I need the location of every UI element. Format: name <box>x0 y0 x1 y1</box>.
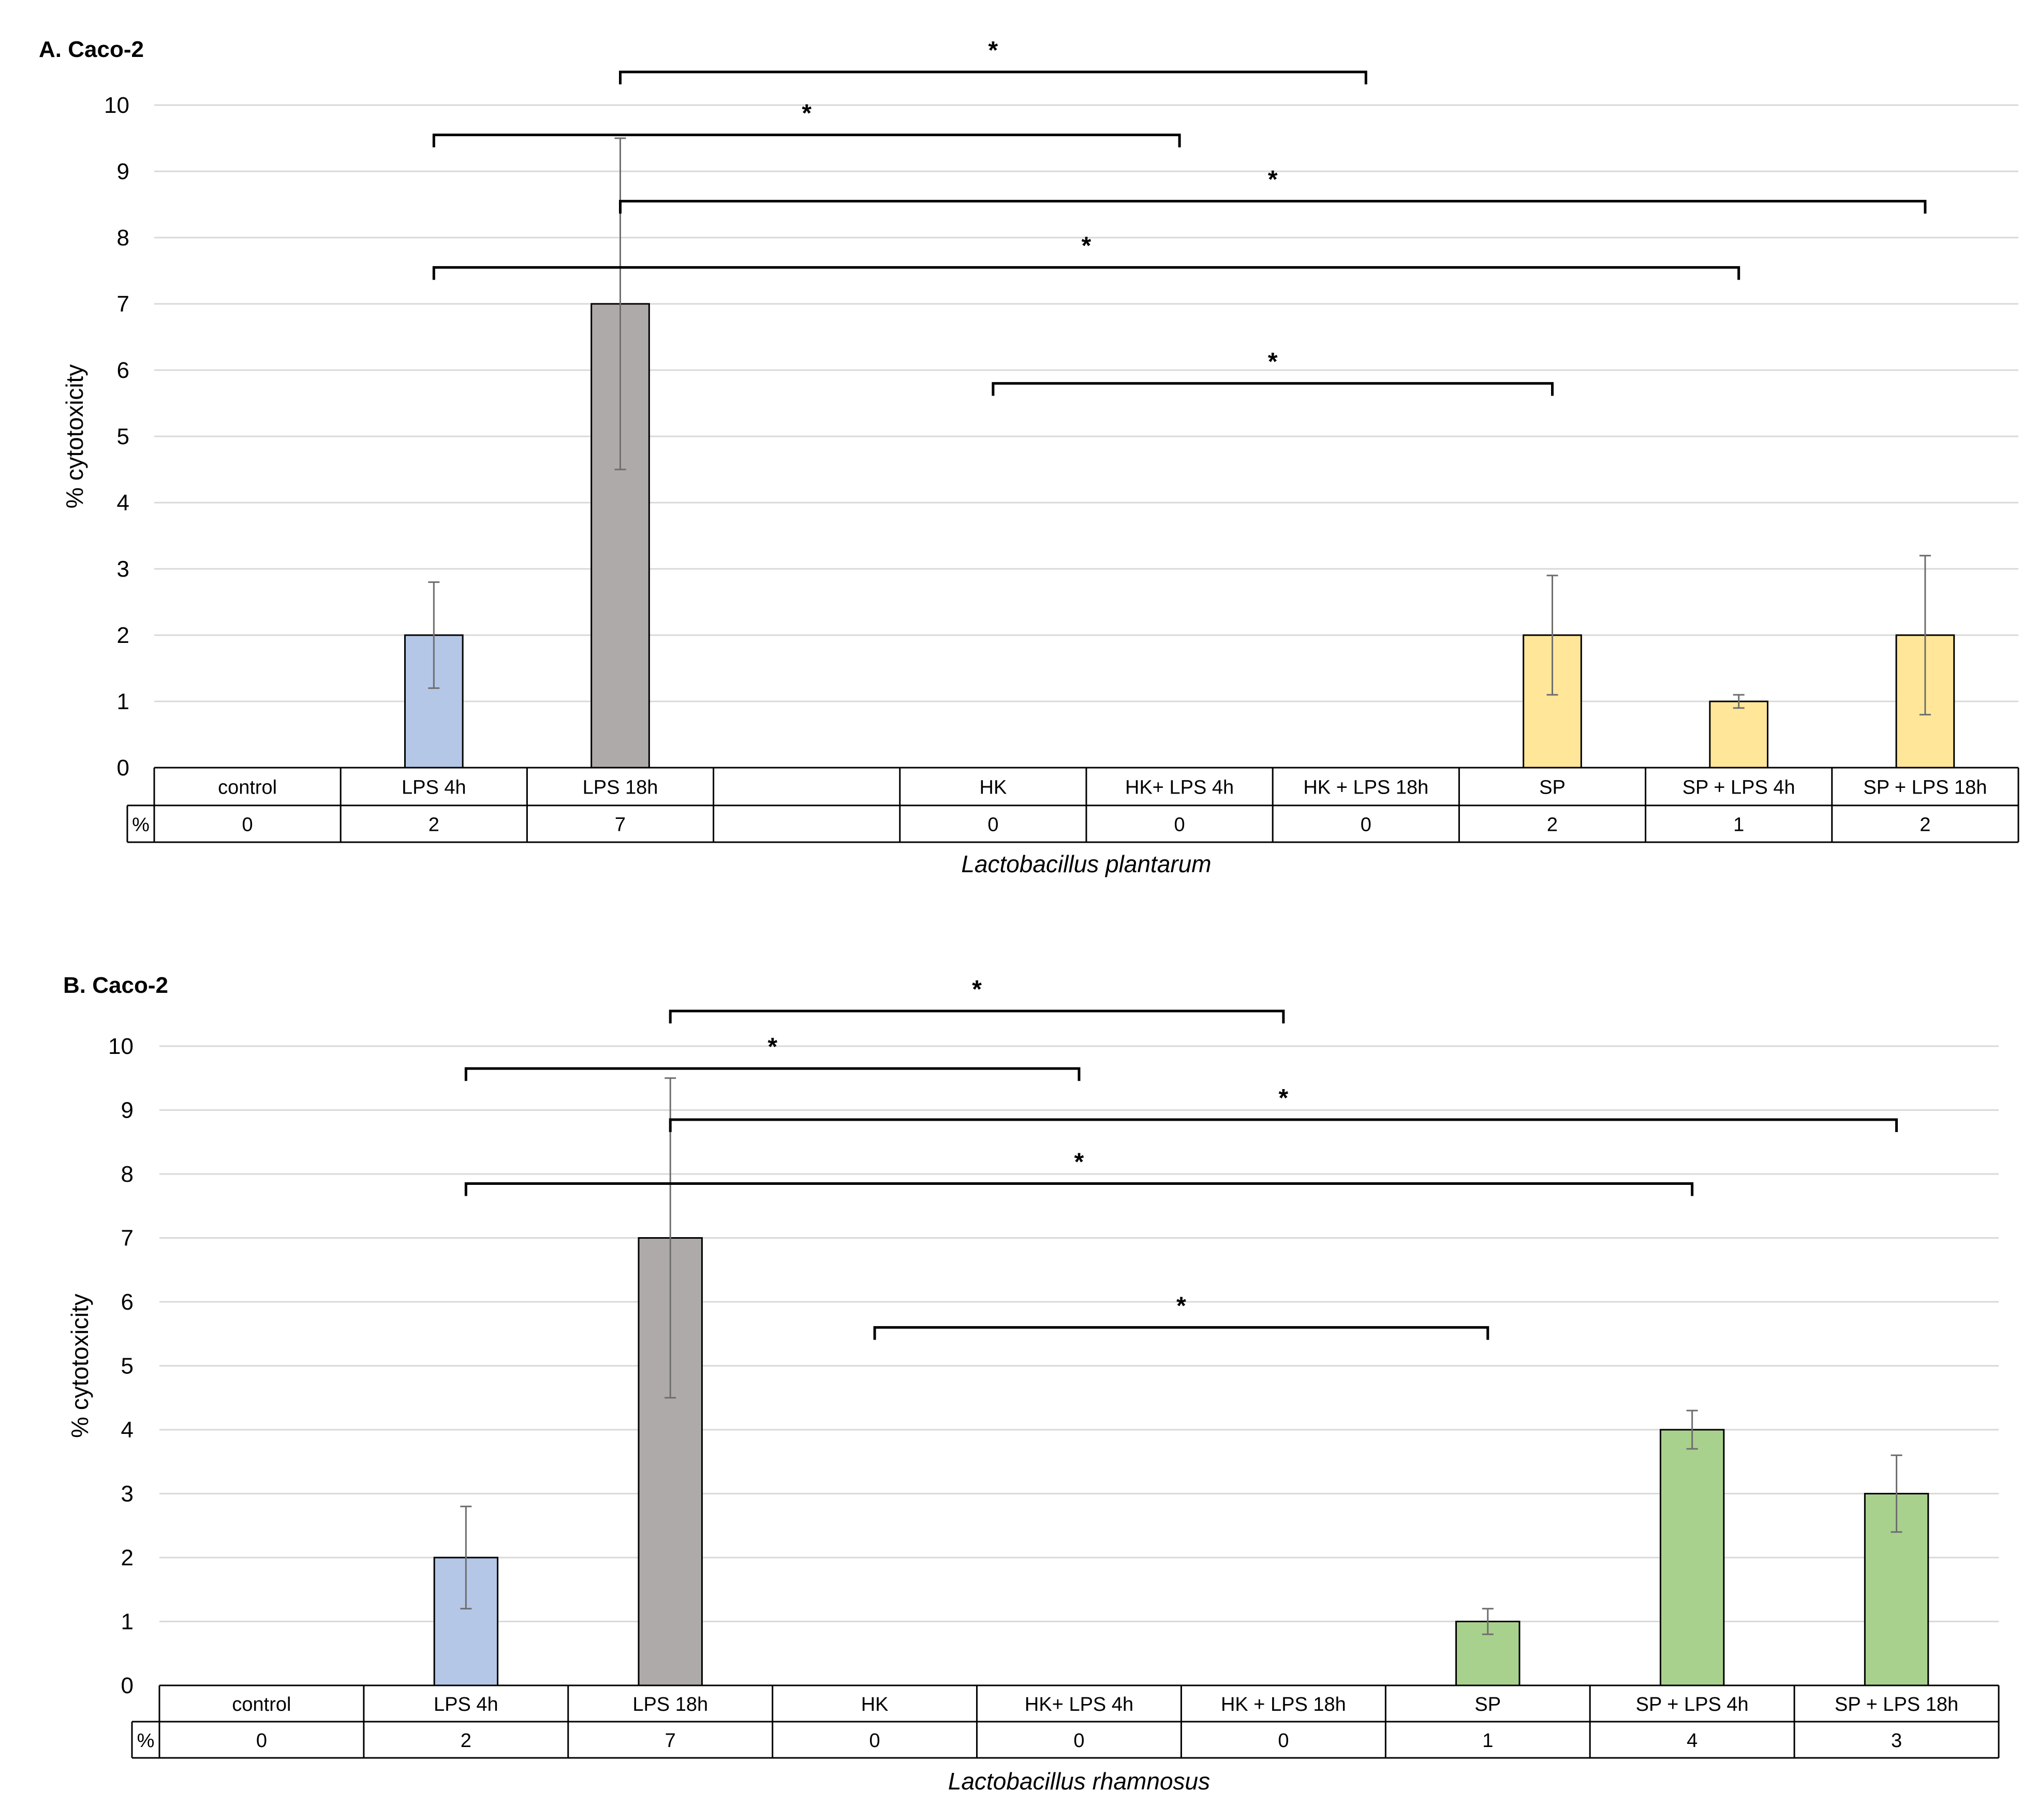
table-value: 2 <box>429 814 439 836</box>
y-tick-label: 10 <box>108 1034 134 1059</box>
y-tick-label: 2 <box>121 1545 134 1571</box>
significance-bracket <box>669 1009 1285 1024</box>
y-tick-label: 6 <box>121 1289 134 1315</box>
x-category-label: SP + LPS 4h <box>1636 1694 1749 1715</box>
significance-marker: * <box>1074 1149 1084 1176</box>
significance-marker: * <box>767 1033 777 1061</box>
bar <box>1709 700 1769 769</box>
x-category-label: control <box>232 1694 291 1715</box>
table-value: 2 <box>1547 814 1558 836</box>
y-tick-label: 7 <box>117 291 129 317</box>
y-tick-label: 1 <box>121 1609 134 1635</box>
significance-bracket <box>432 266 1740 280</box>
x-category-label: LPS 4h <box>434 1694 498 1715</box>
y-tick-label: 7 <box>121 1226 134 1251</box>
significance-bracket <box>873 1326 1489 1340</box>
y-tick-label: 9 <box>117 159 129 184</box>
significance-marker: * <box>1279 1084 1289 1112</box>
y-tick-label: 5 <box>117 424 129 449</box>
x-category-label: HK+ LPS 4h <box>1125 777 1234 799</box>
table-value: 0 <box>987 814 998 836</box>
y-tick-label: 8 <box>117 225 129 251</box>
table-row-label: % <box>137 1730 155 1752</box>
significance-bracket <box>432 134 1181 148</box>
x-axis-label: Lactobacillus plantarum <box>961 850 1211 877</box>
y-tick-label: 8 <box>121 1162 134 1187</box>
table-value: 0 <box>1278 1730 1289 1752</box>
table-value: 0 <box>1174 814 1185 836</box>
x-category-label: LPS 4h <box>402 777 466 799</box>
x-category-label: SP + LPS 4h <box>1682 777 1795 799</box>
table-value: 0 <box>869 1730 880 1752</box>
x-category-label: HK + LPS 18h <box>1221 1694 1346 1715</box>
y-tick-label: 9 <box>121 1098 134 1123</box>
significance-marker: * <box>1082 232 1091 260</box>
significance-marker: * <box>802 100 811 127</box>
x-category-label: SP + LPS 18h <box>1863 777 1987 799</box>
x-category-label: SP <box>1539 777 1566 799</box>
significance-bracket <box>464 1067 1081 1081</box>
table-value: 0 <box>256 1730 267 1752</box>
y-tick-label: 3 <box>117 556 129 582</box>
significance-marker: * <box>988 37 998 64</box>
significance-bracket <box>992 382 1554 396</box>
bar <box>1659 1429 1725 1686</box>
y-axis-label: % cytotoxicity <box>61 364 88 509</box>
y-tick-label: 3 <box>121 1481 134 1507</box>
table-row-label: % <box>132 814 150 836</box>
y-tick-label: 0 <box>121 1673 134 1698</box>
x-category-label: HK <box>980 777 1007 799</box>
significance-marker: * <box>1176 1292 1186 1319</box>
significance-marker: * <box>1268 348 1278 376</box>
y-axis-label: % cytotoxicity <box>66 1294 93 1438</box>
x-category-label: SP <box>1474 1694 1501 1715</box>
significance-marker: * <box>1268 166 1278 194</box>
table-value: 1 <box>1482 1730 1493 1752</box>
chart-title: B. Caco-2 <box>63 973 168 998</box>
y-tick-label: 5 <box>121 1354 134 1379</box>
table-value: 1 <box>1733 814 1744 836</box>
y-tick-label: 2 <box>117 623 129 648</box>
table-value: 7 <box>615 814 626 836</box>
table-value: 7 <box>665 1730 676 1752</box>
y-tick-label: 6 <box>117 358 129 383</box>
x-category-label: SP + LPS 18h <box>1835 1694 1958 1715</box>
x-category-label: control <box>218 777 277 799</box>
x-axis-label: Lactobacillus rhamnosus <box>948 1768 1210 1795</box>
table-value: 3 <box>1891 1730 1902 1752</box>
table-value: 0 <box>242 814 253 836</box>
table-value: 4 <box>1687 1730 1698 1752</box>
significance-bracket <box>619 200 1927 214</box>
x-category-label: HK + LPS 18h <box>1303 777 1428 799</box>
y-tick-label: 1 <box>117 689 129 714</box>
x-category-label: LPS 18h <box>632 1694 708 1715</box>
y-tick-label: 0 <box>117 755 129 781</box>
y-tick-label: 4 <box>117 490 129 516</box>
y-tick-label: 10 <box>104 93 129 118</box>
significance-bracket <box>619 70 1367 84</box>
y-tick-label: 4 <box>121 1417 134 1443</box>
table-value: 2 <box>461 1730 471 1752</box>
table-value: 2 <box>1920 814 1930 836</box>
significance-marker: * <box>972 976 982 1003</box>
x-category-label: HK <box>861 1694 889 1715</box>
significance-bracket <box>464 1182 1694 1196</box>
significance-bracket <box>669 1118 1898 1133</box>
chart-title: A. Caco-2 <box>39 37 144 62</box>
table-value: 0 <box>1361 814 1371 836</box>
x-category-label: HK+ LPS 4h <box>1025 1694 1133 1715</box>
table-value: 0 <box>1073 1730 1084 1752</box>
x-category-label: LPS 18h <box>583 777 658 799</box>
